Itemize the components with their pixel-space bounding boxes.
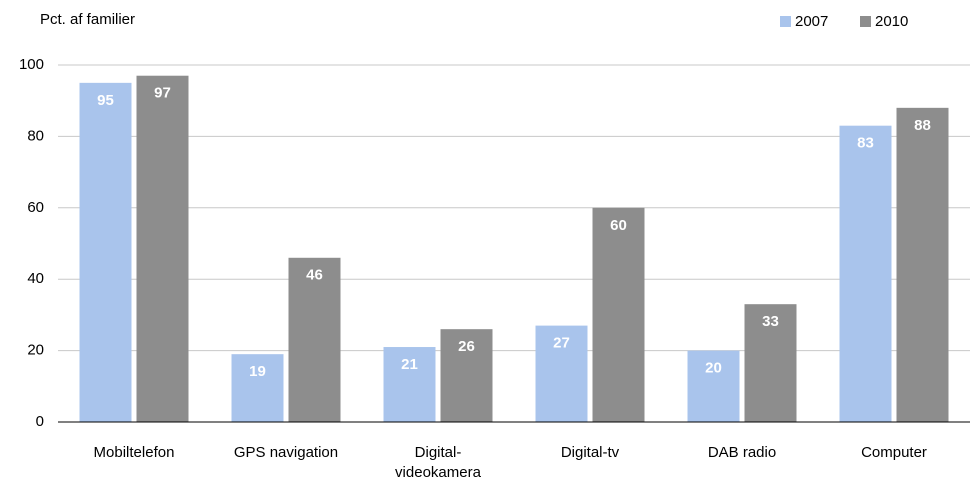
y-tick-label: 40 <box>27 270 44 287</box>
data-label: 60 <box>610 217 627 234</box>
data-label: 46 <box>306 267 323 284</box>
data-label: 27 <box>553 335 570 352</box>
data-label: 20 <box>705 360 722 377</box>
data-label: 97 <box>154 85 171 102</box>
x-tick-label: GPS navigation <box>233 444 339 461</box>
x-tick-label: DAB radio <box>707 444 777 461</box>
bar <box>440 329 493 422</box>
legend-swatch <box>780 16 791 27</box>
legend-swatch <box>860 16 871 27</box>
data-label: 19 <box>249 363 266 380</box>
data-label: 95 <box>97 92 114 109</box>
bar <box>79 82 132 422</box>
bar <box>687 350 740 422</box>
y-tick-label: 20 <box>27 342 44 359</box>
x-tick-label: Computer <box>861 444 927 461</box>
data-label: 26 <box>458 338 475 355</box>
bar <box>535 325 588 422</box>
bar <box>592 207 645 422</box>
y-tick-label: 0 <box>36 413 44 430</box>
data-label: 83 <box>857 135 874 152</box>
data-label: 33 <box>762 313 779 330</box>
bar <box>231 354 284 422</box>
bar <box>288 257 341 422</box>
legend-label: 2007 <box>795 13 828 30</box>
y-tick-label: 80 <box>27 127 44 144</box>
y-tick-label: 60 <box>27 199 44 216</box>
y-axis-label: Pct. af familier <box>40 11 135 28</box>
y-tick-label: 100 <box>19 56 44 73</box>
data-label: 88 <box>914 117 931 134</box>
x-tick-label: Digital-videokamera <box>395 444 481 481</box>
legend-label: 2010 <box>875 13 908 30</box>
bar <box>839 125 892 422</box>
bar <box>383 347 436 422</box>
x-tick-label: Mobiltelefon <box>93 444 175 461</box>
bar <box>744 304 797 422</box>
bar <box>896 107 949 422</box>
bar <box>136 75 189 423</box>
data-label: 21 <box>401 356 418 373</box>
x-tick-label: Digital-tv <box>560 444 620 461</box>
